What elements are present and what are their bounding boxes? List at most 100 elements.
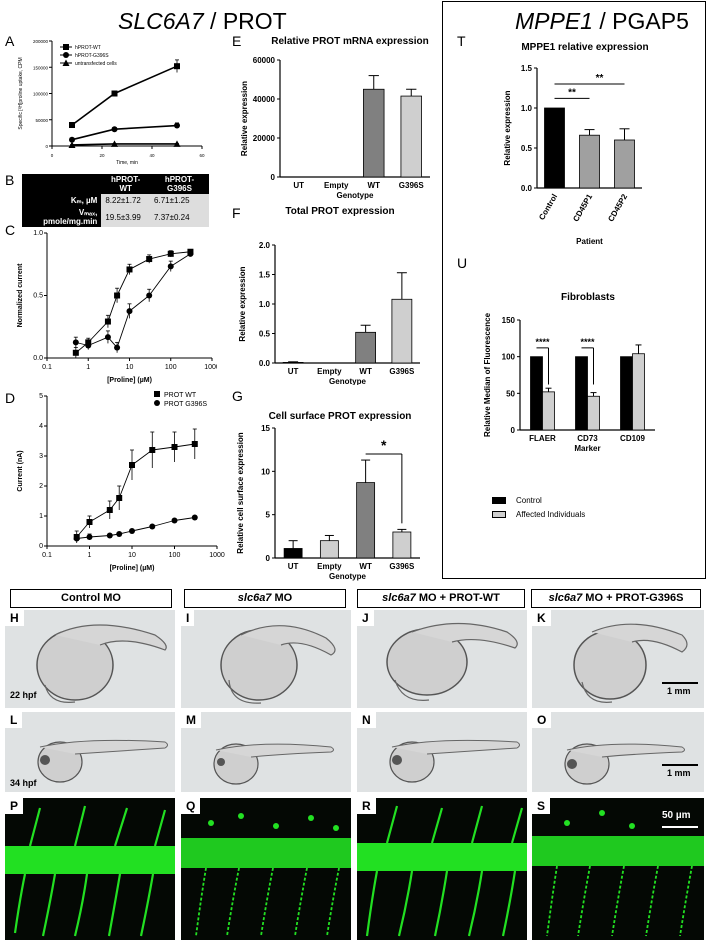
legend-marker: [63, 52, 69, 58]
image-H: H 22 hpf: [5, 610, 175, 708]
significance-star: ****: [535, 337, 550, 347]
image-L: L 34 hpf: [5, 712, 175, 792]
x-tick-label: 40: [149, 153, 155, 158]
table-cell: 19.5±3.99: [101, 207, 151, 227]
data-point: [174, 122, 180, 129]
x-tick-label: UT: [288, 562, 299, 571]
bar: [544, 107, 565, 189]
y-tick-label: 1.0: [521, 104, 533, 113]
time-label: 22 hpf: [10, 690, 37, 700]
y-tick-label: 2.0: [259, 241, 271, 250]
table-cell: 8.22±1.72: [101, 194, 151, 207]
image-R: R: [357, 798, 527, 940]
data-point: [149, 447, 156, 453]
data-point: [167, 263, 174, 270]
data-point: [114, 292, 121, 299]
data-point: [126, 266, 133, 273]
y-axis-label: Relative expression: [240, 81, 249, 156]
y-tick-label: 40000: [253, 95, 276, 104]
x-tick-label: CD73: [577, 434, 598, 443]
table-cell: 6.71±1.25: [150, 194, 209, 207]
bar: [392, 531, 412, 559]
column-label-slc6a7-mo: slc6a7 MO: [184, 589, 346, 608]
y-tick-label: 150000: [33, 65, 49, 70]
data-point: [106, 532, 113, 539]
bar: [356, 482, 376, 559]
data-point: [187, 250, 194, 257]
fluorescence-control: [5, 805, 175, 937]
panel-letter-F: F: [232, 205, 241, 221]
series-line: [71, 143, 177, 146]
x-tick-label: 10: [126, 364, 134, 371]
fit-curve: [76, 517, 195, 539]
panel-letter-O: O: [532, 712, 552, 728]
y-tick-label: 0.5: [521, 144, 533, 153]
right-box: [442, 1, 706, 579]
bar: [400, 95, 422, 178]
x-axis-label: Patient: [576, 237, 603, 246]
y-tick-label: 10: [261, 467, 270, 476]
data-point: [69, 136, 75, 143]
column-label-prot-wt: slc6a7 MO + PROT-WT: [357, 589, 525, 608]
data-point: [104, 318, 111, 325]
column-label-prot-g396s: slc6a7 MO + PROT-G396S: [531, 589, 701, 608]
data-point: [167, 250, 174, 257]
legend-marker: [154, 391, 160, 397]
data-point: [73, 535, 80, 542]
legend-U: Control Affected Individuals: [492, 496, 585, 519]
bar: [391, 298, 413, 364]
embryo-34hpf-slc6a7-mo: [213, 743, 334, 785]
x-tick-label: 100: [165, 364, 177, 371]
series-line: [71, 124, 178, 141]
bar: [283, 548, 303, 559]
y-tick-label: 5: [266, 511, 271, 520]
legend-marker: [62, 59, 70, 66]
data-point: [86, 519, 93, 525]
x-tick-label: UT: [293, 181, 304, 190]
y-axis-label: Relative expression: [503, 90, 512, 165]
y-tick-label: 0: [271, 173, 276, 182]
x-tick-label: 1: [88, 552, 92, 559]
y-tick-label: 150: [502, 316, 516, 325]
y-tick-label: 1.0: [33, 230, 43, 237]
image-Q: Q: [181, 798, 351, 940]
y-tick-label: 4: [39, 423, 43, 430]
table-header-g396s: hPROT-G396S: [150, 174, 209, 194]
gene-name: MPPE1: [515, 8, 593, 34]
scale-bar: [662, 826, 698, 828]
data-point: [86, 534, 93, 540]
y-tick-label: 1.0: [259, 300, 271, 309]
data-point: [129, 462, 135, 468]
chart-title: Cell surface PROT expression: [269, 411, 412, 422]
chart-A-uptake: 0 50000 100000 150000 200000 0 20 40 60 Time, min…: [18, 39, 205, 166]
y-tick-label: 50: [506, 389, 515, 398]
significance-star: **: [596, 73, 604, 84]
y-tick-label: 0: [39, 543, 43, 550]
scale-label: 50 µm: [662, 810, 691, 821]
chart-title: Relative PROT mRNA expression: [271, 36, 428, 47]
time-label: 34 hpf: [10, 778, 37, 788]
data-point: [104, 334, 111, 341]
y-tick-label: 100: [502, 353, 516, 362]
y-tick-label: 60000: [253, 56, 276, 65]
y-axis-label: Relative Median of Fluorescence: [483, 312, 492, 437]
panel-letter-S: S: [532, 798, 551, 814]
chart-E-mrna: Relative PROT mRNA expression 0 20000 40000…: [240, 36, 430, 200]
data-point: [116, 531, 123, 537]
y-tick-label: 0.5: [259, 330, 271, 339]
data-point: [85, 342, 92, 349]
gene-name: SLC6A7: [118, 8, 204, 34]
panel-letter-H: H: [5, 610, 24, 626]
y-axis-label: Specific [³H]proline uptake, CPM: [18, 57, 24, 129]
table-header-wt: hPROT-WT: [101, 174, 151, 194]
significance-star: *: [381, 437, 387, 453]
table-row-label: Kₘ, µM: [22, 194, 102, 207]
y-axis-label: Relative expression: [238, 266, 247, 341]
x-tick-label: CD109: [620, 434, 645, 443]
x-tick-label: Empty: [317, 562, 342, 571]
table-cell: 7.37±0.24: [150, 207, 209, 227]
panel-letter-T: T: [457, 33, 466, 49]
chart-G-surface: Cell surface PROT expression 0 5 10 15 Relati…: [236, 411, 420, 581]
x-tick-label: WT: [368, 181, 381, 190]
chart-title: Fibroblasts: [561, 292, 615, 303]
